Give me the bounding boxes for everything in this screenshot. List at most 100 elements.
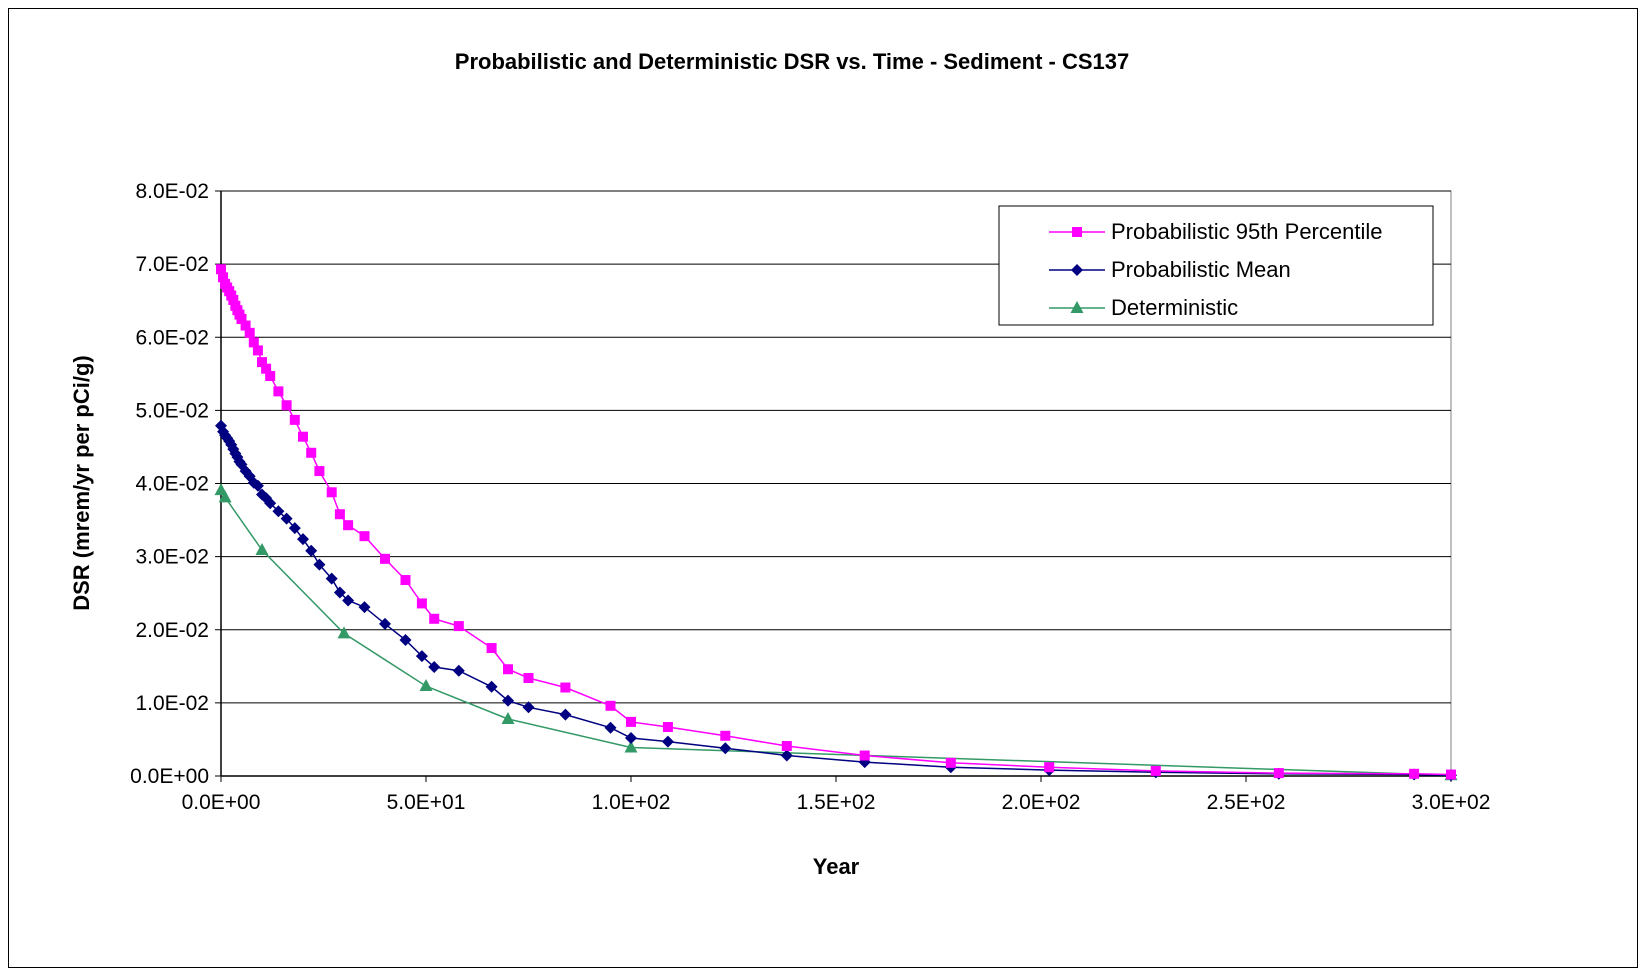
- legend: Probabilistic 95th Percentile Probabilist…: [998, 205, 1434, 326]
- legend-box: [998, 205, 1434, 326]
- y-tick-label: 1.0E-02: [135, 692, 209, 715]
- data-point-p95: [261, 363, 272, 374]
- data-point-mean: [264, 497, 277, 510]
- data-point-p95: [453, 621, 464, 632]
- data-point-mean: [780, 749, 793, 762]
- y-tick-label: 8.0E-02: [135, 180, 209, 203]
- data-point-p95: [343, 520, 354, 531]
- x-tick-label: 3.0E+02: [1412, 791, 1491, 814]
- data-point-p95: [218, 272, 229, 283]
- data-point-p95: [1409, 768, 1420, 779]
- data-point-mean: [719, 742, 732, 755]
- data-point-p95: [216, 264, 226, 275]
- data-point-mean: [379, 617, 391, 630]
- data-point-mean: [399, 633, 412, 646]
- legend-label-mean: Probabilistic Mean: [1111, 257, 1291, 282]
- x-tick-label: 2.5E+02: [1207, 791, 1286, 814]
- data-point-p95: [265, 371, 276, 382]
- x-tick-label: 5.0E+01: [387, 791, 466, 814]
- series-p95: [216, 264, 1456, 780]
- data-point-p95: [252, 345, 263, 356]
- data-point-p95: [257, 357, 267, 368]
- data-point-deterministic: [419, 679, 433, 692]
- data-point-mean: [452, 664, 465, 677]
- series-line-deterministic: [220, 489, 1452, 777]
- data-point-mean: [305, 544, 318, 557]
- legend-label-p95: Probabilistic 95th Percentile: [1111, 219, 1382, 244]
- data-point-mean: [502, 694, 514, 707]
- data-point-p95: [503, 664, 513, 675]
- legend-marker-p95: [1072, 227, 1082, 237]
- y-axis-title: DSR (mrem/yr per pCi/g): [69, 355, 94, 611]
- data-point-p95: [314, 466, 325, 477]
- data-point-p95: [273, 386, 284, 397]
- data-point-p95: [781, 741, 792, 752]
- data-point-p95: [380, 553, 390, 564]
- y-tick-label: 2.0E-02: [135, 619, 209, 642]
- data-point-mean: [251, 479, 264, 492]
- x-axis-title: Year: [813, 854, 860, 879]
- chart-frame: Probabilistic and Deterministic DSR vs. …: [8, 8, 1638, 968]
- data-point-p95: [720, 730, 731, 741]
- data-point-p95: [1044, 762, 1055, 773]
- data-point-mean: [280, 512, 293, 525]
- data-point-p95: [1446, 769, 1456, 780]
- data-point-p95: [244, 327, 255, 338]
- data-point-mean: [358, 601, 371, 614]
- data-point-deterministic: [218, 490, 232, 503]
- data-point-p95: [945, 757, 956, 768]
- x-tick-label: 0.0E+00: [182, 791, 261, 814]
- data-point-p95: [523, 673, 534, 684]
- data-point-mean: [625, 731, 637, 744]
- data-point-mean: [325, 572, 338, 585]
- data-point-deterministic: [255, 543, 269, 556]
- data-point-mean: [604, 721, 617, 734]
- data-point-p95: [228, 294, 239, 305]
- data-point-p95: [416, 598, 427, 609]
- chart-title: Probabilistic and Deterministic DSR vs. …: [455, 49, 1129, 74]
- y-tick-label: 4.0E-02: [135, 473, 209, 496]
- data-point-p95: [626, 716, 636, 727]
- y-tick-label: 0.0E+00: [130, 765, 209, 788]
- axes: 0.0E+00 1.0E-02 2.0E-02 3.0E-02 4.0E-02 5.0E-…: [130, 180, 1490, 814]
- data-point-p95: [1273, 768, 1284, 779]
- data-point-deterministic: [501, 711, 515, 724]
- data-point-p95: [236, 313, 247, 324]
- data-point-p95: [298, 431, 308, 442]
- series-deterministic: [214, 483, 1458, 781]
- data-point-p95: [248, 337, 259, 348]
- legend-marker-mean: [1071, 264, 1083, 276]
- data-point-mean: [272, 505, 285, 518]
- data-point-p95: [359, 531, 370, 542]
- data-point-mean: [522, 701, 535, 714]
- legend-label-deterministic: Deterministic: [1111, 295, 1238, 320]
- data-point-p95: [1150, 765, 1161, 776]
- data-point-p95: [859, 750, 870, 761]
- data-point-mean: [342, 594, 355, 607]
- data-point-deterministic: [337, 626, 351, 639]
- line-chart: Probabilistic and Deterministic DSR vs. …: [69, 49, 1490, 879]
- data-point-p95: [326, 487, 337, 498]
- data-point-mean: [428, 661, 441, 674]
- data-point-p95: [281, 400, 292, 411]
- data-point-p95: [560, 682, 571, 693]
- data-point-mean: [297, 533, 309, 546]
- data-point-mean: [313, 558, 326, 571]
- data-point-mean: [415, 650, 428, 663]
- data-point-p95: [240, 320, 251, 331]
- data-point-mean: [288, 522, 301, 535]
- series-layer: [214, 264, 1458, 782]
- data-point-p95: [662, 722, 673, 733]
- x-tick-label: 1.5E+02: [797, 791, 876, 814]
- data-point-p95: [605, 700, 616, 711]
- legend-marker-deterministic: [1070, 301, 1084, 313]
- y-tick-label: 7.0E-02: [135, 253, 209, 276]
- data-point-p95: [289, 414, 300, 425]
- data-point-p95: [334, 509, 345, 520]
- data-point-p95: [486, 643, 497, 654]
- data-point-mean: [485, 680, 498, 693]
- data-point-p95: [400, 575, 411, 586]
- y-tick-label: 3.0E-02: [135, 546, 209, 569]
- data-point-mean: [661, 735, 674, 748]
- data-point-mean: [333, 586, 346, 599]
